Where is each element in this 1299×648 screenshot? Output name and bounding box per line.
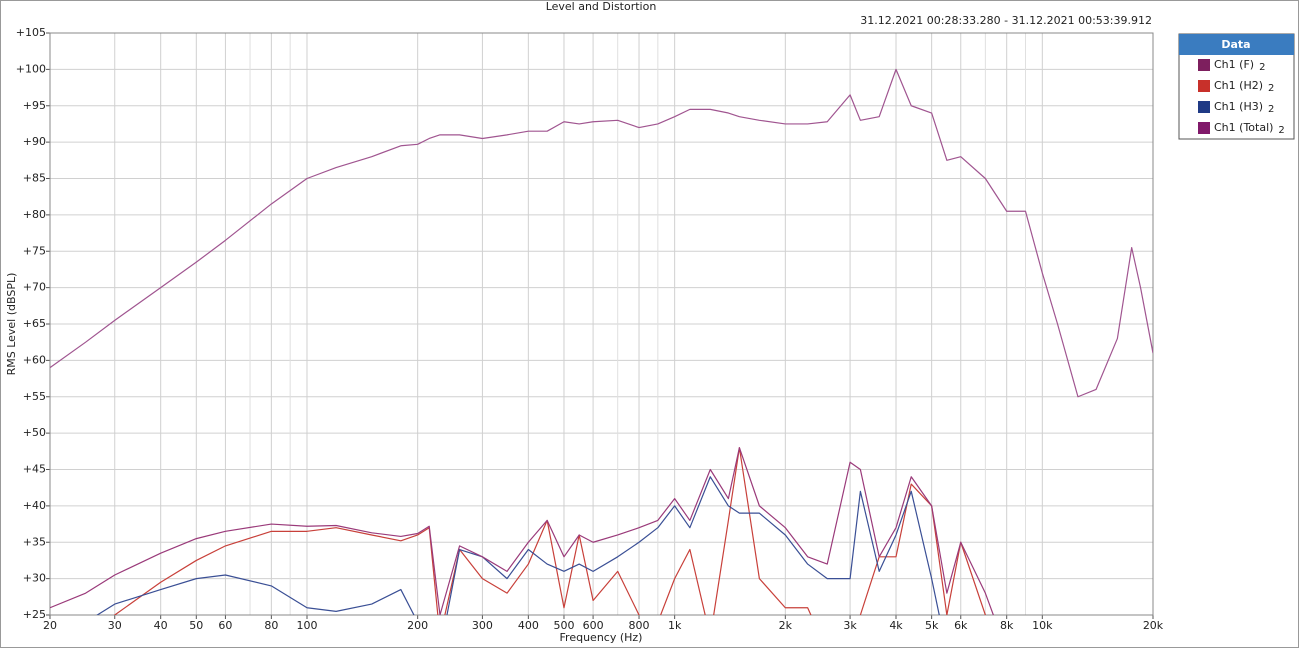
y-tick-label: +105 [16, 26, 46, 39]
y-tick-label: +70 [23, 281, 46, 294]
x-tick-label: 2k [779, 619, 793, 632]
legend-swatch [1198, 122, 1210, 134]
legend-label: Ch1 (H3) [1214, 100, 1263, 113]
x-tick-label: 1k [668, 619, 682, 632]
y-tick-label: +45 [23, 463, 46, 476]
y-tick-label: +65 [23, 317, 46, 330]
series-group [50, 68, 1153, 615]
y-tick-label: +95 [23, 99, 46, 112]
x-tick-label: 500 [553, 619, 574, 632]
x-tick-label: 4k [889, 619, 903, 632]
x-tick-label: 5k [925, 619, 939, 632]
x-tick-label: 20 [43, 619, 57, 632]
x-tick-label: 600 [583, 619, 604, 632]
legend: Data Ch1 (F) 2 Ch1 (H2) 2 Ch1 (H3) 2 Ch1 (Tota… [1178, 33, 1295, 140]
y-tick-label: +80 [23, 208, 46, 221]
legend-swatch [1198, 101, 1210, 113]
legend-swatch [1198, 80, 1210, 92]
y-tick-label: +100 [16, 62, 46, 75]
legend-label: Ch1 (F) [1214, 58, 1254, 71]
series-line [50, 447, 995, 615]
x-tick-label: 200 [407, 619, 428, 632]
y-tick-label: +90 [23, 135, 46, 148]
legend-label: Ch1 (H2) [1214, 79, 1263, 92]
x-tick-label: 8k [1000, 619, 1014, 632]
x-tick-label: 40 [154, 619, 168, 632]
y-tick-label: +50 [23, 426, 46, 439]
x-tick-label: 6k [954, 619, 968, 632]
chart-subtitle: 31.12.2021 00:28:33.280 - 31.12.2021 00:… [860, 14, 1152, 27]
legend-title: Data [1221, 38, 1250, 51]
y-tick-label: +85 [23, 172, 46, 185]
y-tick-label: +30 [23, 572, 46, 585]
y-tick-label: +75 [23, 244, 46, 257]
grid [49, 32, 1154, 616]
x-tick-label: 3k [843, 619, 857, 632]
x-tick-label: 20k [1143, 619, 1164, 632]
legend-suffix: 2 [1268, 104, 1274, 115]
series-line [50, 68, 1153, 398]
series-line [113, 447, 987, 615]
x-tick-label: 10k [1032, 619, 1053, 632]
y-tick-label: +55 [23, 390, 46, 403]
x-tick-label: 60 [218, 619, 232, 632]
y-axis-label: RMS Level (dBSPL) [5, 273, 18, 376]
y-tick-label: +40 [23, 499, 46, 512]
x-tick-label: 800 [629, 619, 650, 632]
x-tick-label: 80 [264, 619, 278, 632]
plot-border [49, 32, 1154, 616]
x-tick-label: 50 [189, 619, 203, 632]
x-tick-label: 30 [108, 619, 122, 632]
x-axis-label: Frequency (Hz) [560, 631, 643, 644]
legend-suffix: 2 [1278, 125, 1284, 136]
series-line [96, 476, 940, 615]
y-tick-label: +25 [23, 608, 46, 621]
legend-header [1179, 34, 1294, 55]
legend-suffix: 2 [1259, 62, 1265, 73]
legend-label: Ch1 (Total) [1214, 121, 1273, 134]
legend-swatch [1198, 59, 1210, 71]
x-tick-label: 100 [296, 619, 317, 632]
y-tick-label: +60 [23, 353, 46, 366]
x-tick-label: 300 [472, 619, 493, 632]
y-tick-label: +35 [23, 535, 46, 548]
x-tick-label: 400 [518, 619, 539, 632]
legend-suffix: 2 [1268, 83, 1274, 94]
chart-title: Level and Distortion [546, 0, 657, 13]
